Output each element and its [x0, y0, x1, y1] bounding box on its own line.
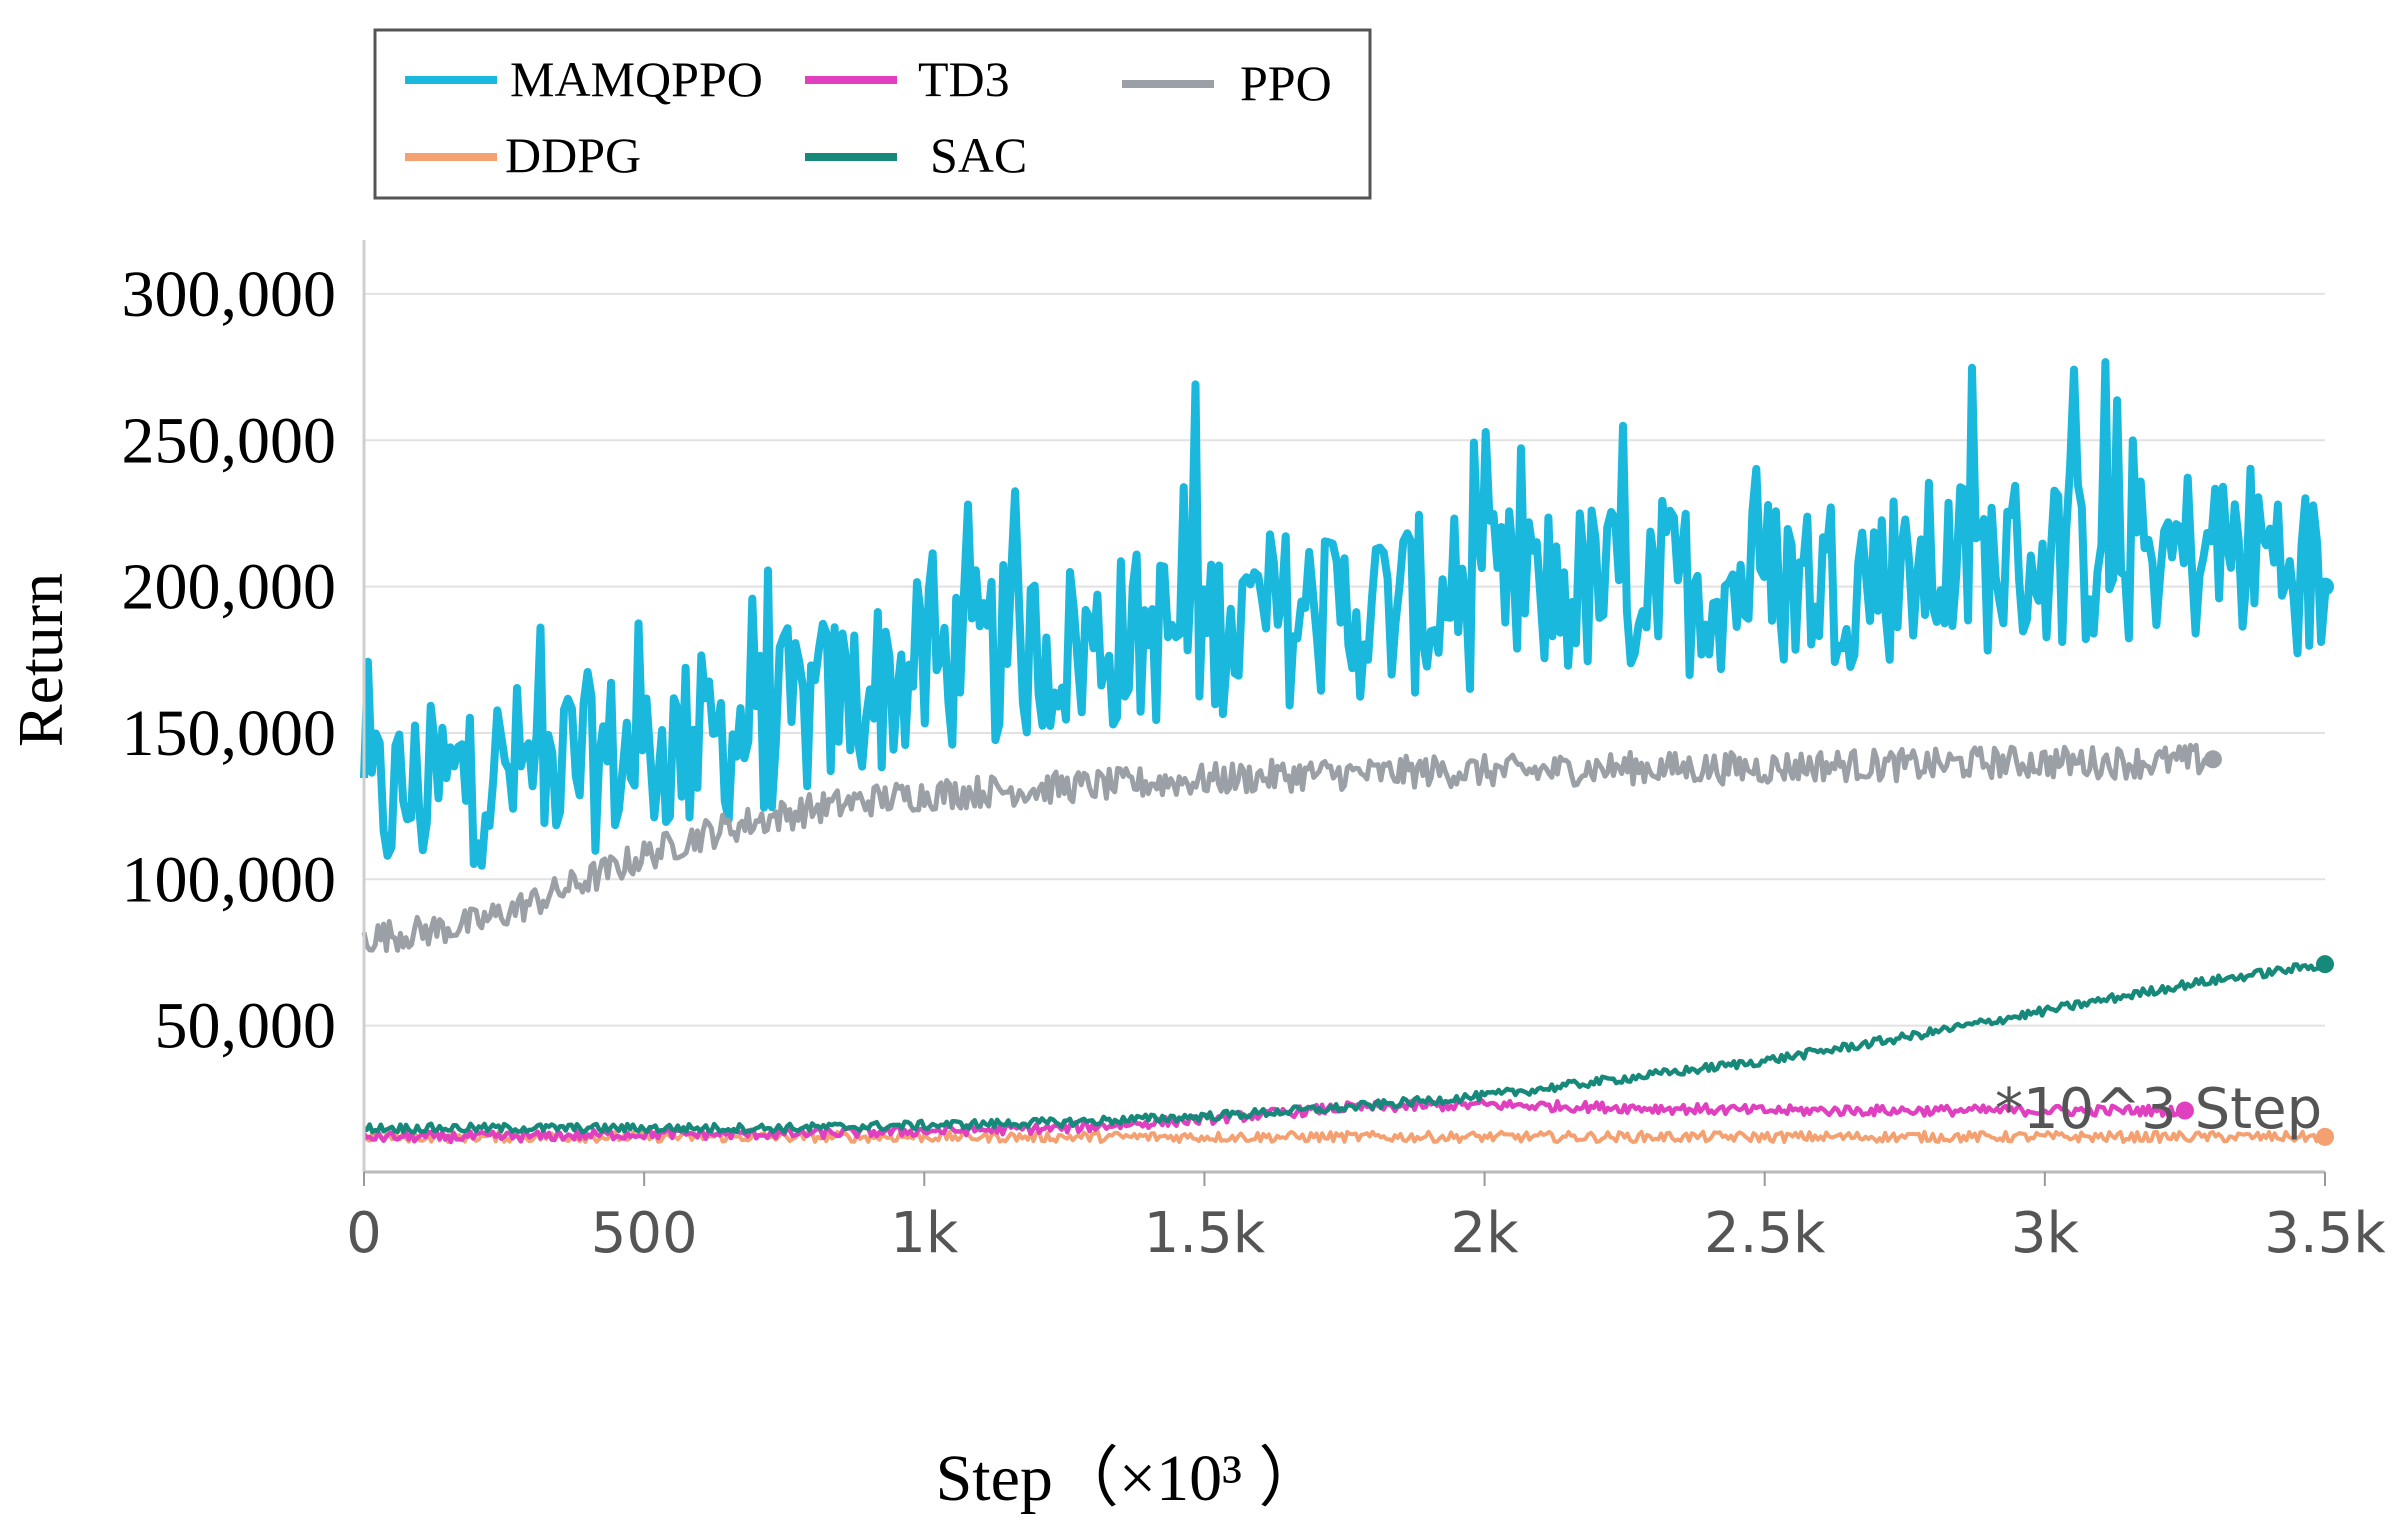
x-tick-label: 2k: [1451, 1201, 1520, 1266]
y-tick-label: 200,000: [122, 551, 337, 624]
legend-label-ppo: PPO: [1240, 55, 1332, 111]
y-tick-label: 100,000: [122, 843, 337, 916]
x-tick-label: 3.5k: [2264, 1201, 2386, 1266]
series-endpoint-ddpg: [2316, 1127, 2334, 1146]
legend-item-td3[interactable]: TD3: [805, 51, 1010, 107]
y-axis-label: Return: [5, 573, 76, 747]
y-tick-label: 150,000: [122, 697, 337, 770]
series-endpoint-mamqppo: [2316, 577, 2334, 596]
x-tick-label: 500: [591, 1201, 698, 1266]
series-endpoint-ppo: [2203, 750, 2222, 769]
x-axis-label: Step（×10³ ）: [936, 1442, 1325, 1515]
x-tick-label: 0: [346, 1201, 382, 1266]
x-tick-label: 1.5k: [1144, 1201, 1266, 1266]
legend-item-ppo[interactable]: PPO: [1122, 55, 1332, 111]
series-line-mamqppo: [360, 358, 2329, 870]
tick-labels: 50,000 100,000 150,000 200,000 250,000 300,00…: [122, 258, 2387, 1266]
legend-label-mamqppo: MAMQPPO: [510, 51, 763, 107]
legend-item-sac[interactable]: SAC: [805, 127, 1027, 183]
legend: MAMQPPO TD3 PPO DDPG SAC: [373, 28, 1372, 200]
series-line-ddpg: [362, 1129, 2327, 1144]
legend-box: [373, 28, 1372, 200]
series-group: [360, 358, 2334, 1146]
legend-item-ddpg[interactable]: DDPG: [405, 127, 641, 183]
y-tick-label: 250,000: [122, 404, 337, 477]
x-tick-label: 3k: [2011, 1201, 2080, 1266]
series-line-ppo: [361, 742, 2216, 953]
y-tick-label: 300,000: [122, 258, 337, 331]
series-line-sac: [362, 962, 2328, 1135]
series-endpoint-td3: [2175, 1101, 2194, 1120]
step-annotation: *10^3 Step: [1995, 1077, 2322, 1142]
axes: [362, 240, 2326, 1186]
legend-label-ddpg: DDPG: [505, 127, 641, 183]
legend-item-mamqppo[interactable]: MAMQPPO: [405, 51, 763, 107]
x-tick-label: 1k: [890, 1201, 959, 1266]
legend-label-sac: SAC: [930, 127, 1027, 183]
y-tick-label: 50,000: [155, 990, 337, 1063]
series-endpoint-sac: [2316, 955, 2334, 974]
x-tick-label: 2.5k: [1704, 1201, 1826, 1266]
legend-label-td3: TD3: [918, 51, 1010, 107]
